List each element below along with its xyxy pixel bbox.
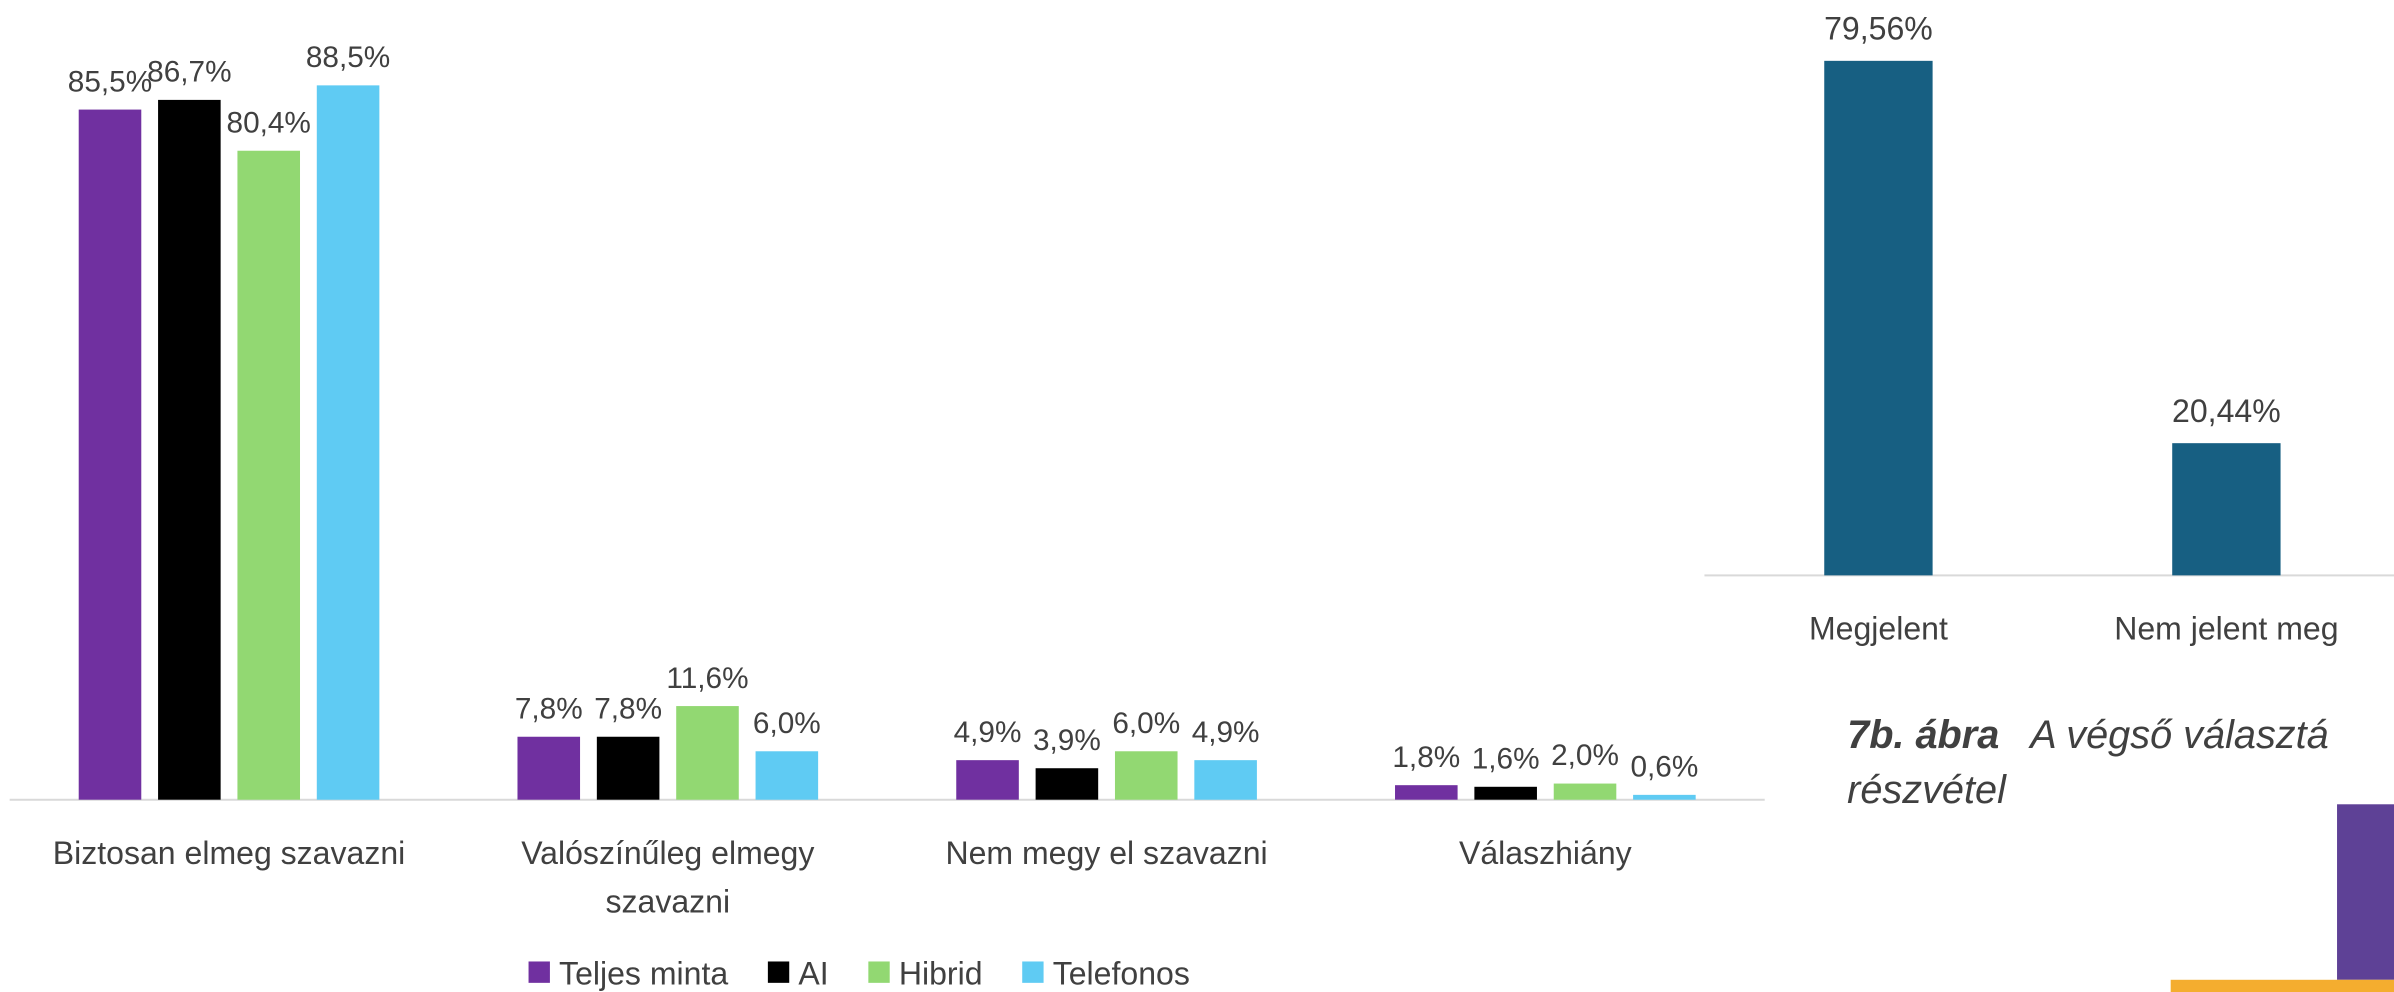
bar [1194,760,1257,800]
bar [1824,60,1933,576]
x-tick-label: Válaszhiány [1459,835,1632,871]
bar [517,736,581,800]
data-label: 85,5% [68,65,152,98]
x-tick-label: Megjelent [1809,610,1948,646]
legend-label: Telefonos [1053,955,1190,991]
data-label: 11,6% [666,662,748,695]
bar [1395,785,1458,800]
data-label: 20,44% [2172,393,2281,429]
data-label: 0,6% [1630,751,1698,784]
legend-swatch [767,961,790,983]
legend-label: Teljes minta [559,955,728,991]
data-label: 6,0% [753,707,821,740]
legend-swatch [1022,961,1044,983]
caption-text: részvétel [1847,768,2007,812]
bar [316,85,380,800]
bar [755,751,819,800]
bar [1035,768,1099,800]
data-label: 79,56% [1824,10,1933,46]
bar [158,99,221,800]
data-label: 2,0% [1551,739,1619,772]
x-tick-label: Nem jelent meg [2114,610,2338,646]
x-tick-label: Nem megy el szavazni [945,835,1267,871]
partial-bar [2170,979,2394,992]
bar [1553,783,1617,800]
bar [2172,443,2281,576]
data-label: 6,0% [1112,707,1180,740]
data-label: 4,9% [954,716,1022,749]
data-label: 86,7% [147,56,231,89]
partial-bar [2337,804,2394,980]
data-label: 4,9% [1192,716,1260,749]
data-label: 80,4% [227,106,311,139]
bar [596,736,660,800]
data-label: 88,5% [306,41,390,74]
x-tick-label: Biztosan elmeg szavazni [53,835,406,871]
bar [78,109,142,800]
bar [1474,786,1537,800]
data-label: 7,8% [515,692,583,725]
legend-label: AI [798,955,828,991]
legend-swatch [528,961,550,983]
data-label: 7,8% [594,692,662,725]
bar [676,706,739,800]
caption-number: 7b. ábra [1847,713,1999,757]
bar [956,760,1019,800]
data-label: 3,9% [1033,724,1101,757]
bar [1633,794,1696,800]
legend-swatch [868,961,890,983]
bar [237,150,301,800]
caption-text: A végső választá [2028,713,2328,757]
x-tick-label: Valószínűleg elmegy szavazni [521,835,814,920]
bar [1114,751,1178,800]
data-label: 1,6% [1472,742,1540,775]
data-label: 1,8% [1392,741,1460,774]
legend-label: Hibrid [899,955,983,991]
